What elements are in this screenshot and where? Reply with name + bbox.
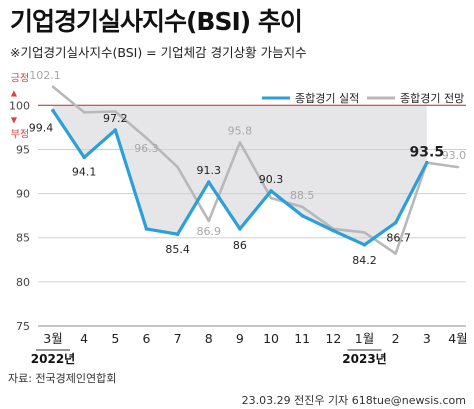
up-arrow-icon: ▲	[11, 88, 18, 97]
data-point-actual	[175, 232, 180, 236]
y-tick-label: 80	[16, 276, 30, 289]
data-label-outlook: 93.0	[442, 149, 467, 162]
data-label-actual: 97.2	[103, 112, 128, 125]
legend-label-outlook: 종합경기 전망	[400, 92, 464, 105]
data-label-actual: 86.7	[386, 232, 411, 245]
x-tick-label: 4	[80, 331, 88, 346]
down-arrow-icon: ▼	[11, 115, 18, 124]
data-point-actual	[238, 227, 242, 231]
data-point-actual	[425, 160, 429, 165]
x-tick-label: 2	[392, 331, 400, 346]
data-label-actual: 99.4	[29, 122, 54, 135]
data-point-actual	[300, 213, 305, 218]
data-point-actual	[82, 155, 86, 160]
y-tick-label: 85	[16, 232, 30, 245]
data-point-actual	[393, 220, 398, 225]
x-tick-label: 10	[263, 331, 279, 346]
data-point-actual	[113, 128, 118, 132]
x-tick-label: 4월	[448, 331, 467, 346]
y-tick-label: 95	[16, 143, 30, 156]
data-label-actual: 93.5	[410, 145, 445, 161]
year-label: 2023년	[342, 352, 386, 366]
x-tick-label: 12	[325, 331, 341, 346]
positive-label: 긍정	[11, 72, 29, 84]
data-label-outlook: 88.5	[290, 189, 315, 202]
data-label-actual: 90.3	[259, 173, 284, 186]
x-tick-label: 5	[111, 331, 119, 346]
chart-title: 기업경기실사지수(BSI) 추이	[10, 7, 303, 36]
shaded-area	[53, 105, 427, 245]
x-tick-label: 7	[174, 331, 182, 346]
data-point-actual	[269, 189, 273, 193]
data-label-actual: 91.3	[197, 164, 222, 177]
x-tick-label: 6	[142, 331, 150, 346]
data-point-actual	[362, 242, 367, 247]
data-label-actual: 85.4	[165, 243, 190, 256]
data-label-outlook: 96.3	[134, 142, 159, 155]
series-line-outlook	[51, 85, 460, 255]
data-point-actual	[144, 227, 149, 231]
x-tick-label: 9	[236, 331, 244, 346]
y-tick-label: 75	[16, 320, 30, 333]
x-tick-label: 3	[423, 331, 431, 346]
legend-label-actual: 종합경기 실적	[295, 92, 359, 105]
negative-label: 부정	[11, 128, 29, 140]
data-point-actual	[51, 108, 55, 113]
credit-line: 23.03.29 전진우 기자 618tue@newsis.com	[241, 394, 466, 407]
year-label: 2022년	[31, 352, 75, 366]
chart-subtitle: ※기업경기실사지수(BSI) = 기업체감 경기상황 가늠지수	[10, 45, 307, 60]
data-label-actual: 94.1	[72, 165, 97, 178]
source-note: 자료: 전국경제인연합회	[8, 372, 117, 385]
data-label-outlook: 86.9	[197, 225, 222, 238]
y-tick-label: 90	[16, 188, 30, 201]
data-label-actual: 84.2	[352, 254, 377, 267]
x-tick-label: 1월	[355, 331, 374, 346]
data-label-actual: 86	[233, 239, 247, 252]
data-point-actual	[206, 180, 211, 184]
x-tick-label: 11	[294, 331, 310, 346]
x-tick-label: 3월	[43, 331, 62, 346]
data-label-outlook: 95.8	[228, 124, 253, 137]
data-label-outlook: 102.1	[29, 69, 61, 82]
x-tick-label: 8	[205, 331, 213, 346]
y-tick-label: 100	[9, 99, 30, 112]
data-point-actual	[331, 228, 336, 233]
